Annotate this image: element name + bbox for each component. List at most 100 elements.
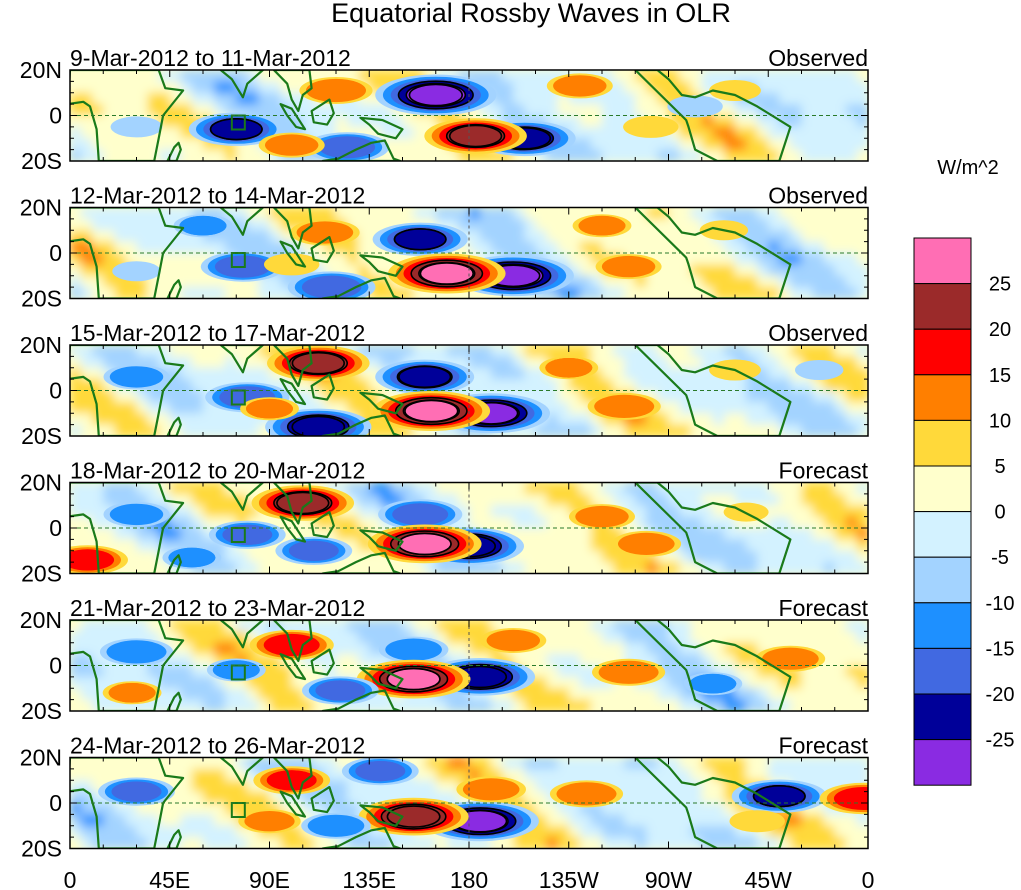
field-cell <box>735 493 747 507</box>
field-cell <box>302 104 315 117</box>
field-cell <box>214 688 226 701</box>
field-cell <box>70 401 82 415</box>
field-cell <box>324 654 337 667</box>
field-cell <box>103 390 116 403</box>
field-cell <box>856 699 868 711</box>
field-cell <box>668 620 681 633</box>
field-cell <box>801 562 814 574</box>
field-cell <box>568 528 581 541</box>
field-cell <box>214 413 226 426</box>
field-cell <box>635 562 648 574</box>
field-cell <box>158 562 171 574</box>
anomaly-center <box>729 810 785 833</box>
field-cell <box>336 207 348 220</box>
field-cell <box>657 676 670 690</box>
field-cell <box>291 803 304 816</box>
field-cell <box>812 550 825 563</box>
field-cell <box>191 837 204 849</box>
field-cell <box>92 104 105 117</box>
field-cell <box>635 149 648 161</box>
field-cell <box>624 791 637 804</box>
field-cell <box>480 768 492 782</box>
field-cell <box>790 688 803 701</box>
field-cell <box>812 379 825 392</box>
field-cell <box>158 814 171 827</box>
field-cell <box>646 803 659 816</box>
field-cell <box>812 104 825 117</box>
field-cell <box>114 218 127 232</box>
field-cell <box>557 253 570 266</box>
field-cell <box>723 207 736 220</box>
field-cell <box>214 791 226 804</box>
americas-land <box>634 345 792 436</box>
field-cell <box>269 367 282 380</box>
field-cell <box>624 620 637 633</box>
field-cell <box>668 550 681 563</box>
field-cell <box>136 825 149 838</box>
field-cell <box>214 241 226 254</box>
field-cell <box>723 253 736 266</box>
field-cell <box>169 631 182 644</box>
field-cell <box>225 757 238 770</box>
field-cell <box>502 837 515 849</box>
field-cell <box>779 631 792 644</box>
field-cell <box>424 115 437 128</box>
field-cell <box>214 814 226 827</box>
field-cell <box>125 665 138 678</box>
colorbar-box <box>913 374 972 421</box>
field-cell <box>358 516 371 529</box>
field-cell <box>823 768 836 782</box>
field-cell <box>613 356 625 369</box>
field-cell <box>169 791 182 804</box>
field-cell <box>768 367 781 380</box>
field-cell <box>225 81 238 94</box>
field-cell <box>757 493 770 507</box>
field-cell <box>624 241 637 254</box>
field-cell <box>214 92 226 105</box>
field-cell <box>147 803 160 816</box>
field-cell <box>557 528 570 541</box>
field-cell <box>801 92 814 105</box>
field-cell <box>579 676 592 690</box>
field-cell <box>469 505 481 518</box>
field-cell <box>535 390 548 403</box>
field-cell <box>590 92 603 105</box>
field-cell <box>845 81 858 94</box>
field-cell <box>336 803 348 816</box>
field-cell <box>158 413 171 426</box>
contour-level <box>291 351 345 375</box>
field-cell <box>646 241 659 254</box>
field-cell <box>602 562 614 574</box>
field-cell <box>812 81 825 94</box>
field-cell <box>690 562 703 574</box>
field-cell <box>779 401 792 415</box>
field-cell <box>535 70 548 83</box>
field-cell <box>579 482 592 495</box>
field-cell <box>457 631 470 644</box>
field-cell <box>446 688 459 701</box>
field-cell <box>723 104 736 117</box>
field-cell <box>513 482 526 495</box>
field-cell <box>823 390 836 403</box>
field-cell <box>347 528 359 541</box>
field-cell <box>369 550 382 563</box>
field-cell <box>369 218 382 232</box>
anomaly-center <box>99 638 174 666</box>
colorbar-box <box>913 693 972 741</box>
field-cell <box>380 493 393 507</box>
field-cell <box>768 207 781 220</box>
field-cell <box>723 379 736 392</box>
field-cell <box>247 356 260 369</box>
field-cell <box>502 70 515 83</box>
field-cell <box>302 837 315 849</box>
field-cell <box>457 620 470 633</box>
field-cell <box>701 126 714 140</box>
field-cell <box>169 562 182 574</box>
field-cell <box>679 642 692 655</box>
field-cell <box>746 482 758 495</box>
field-cell <box>579 825 592 838</box>
field-cell <box>435 631 448 644</box>
field-cell <box>834 516 847 529</box>
anomaly-field <box>70 70 868 161</box>
field-cell <box>546 379 559 392</box>
